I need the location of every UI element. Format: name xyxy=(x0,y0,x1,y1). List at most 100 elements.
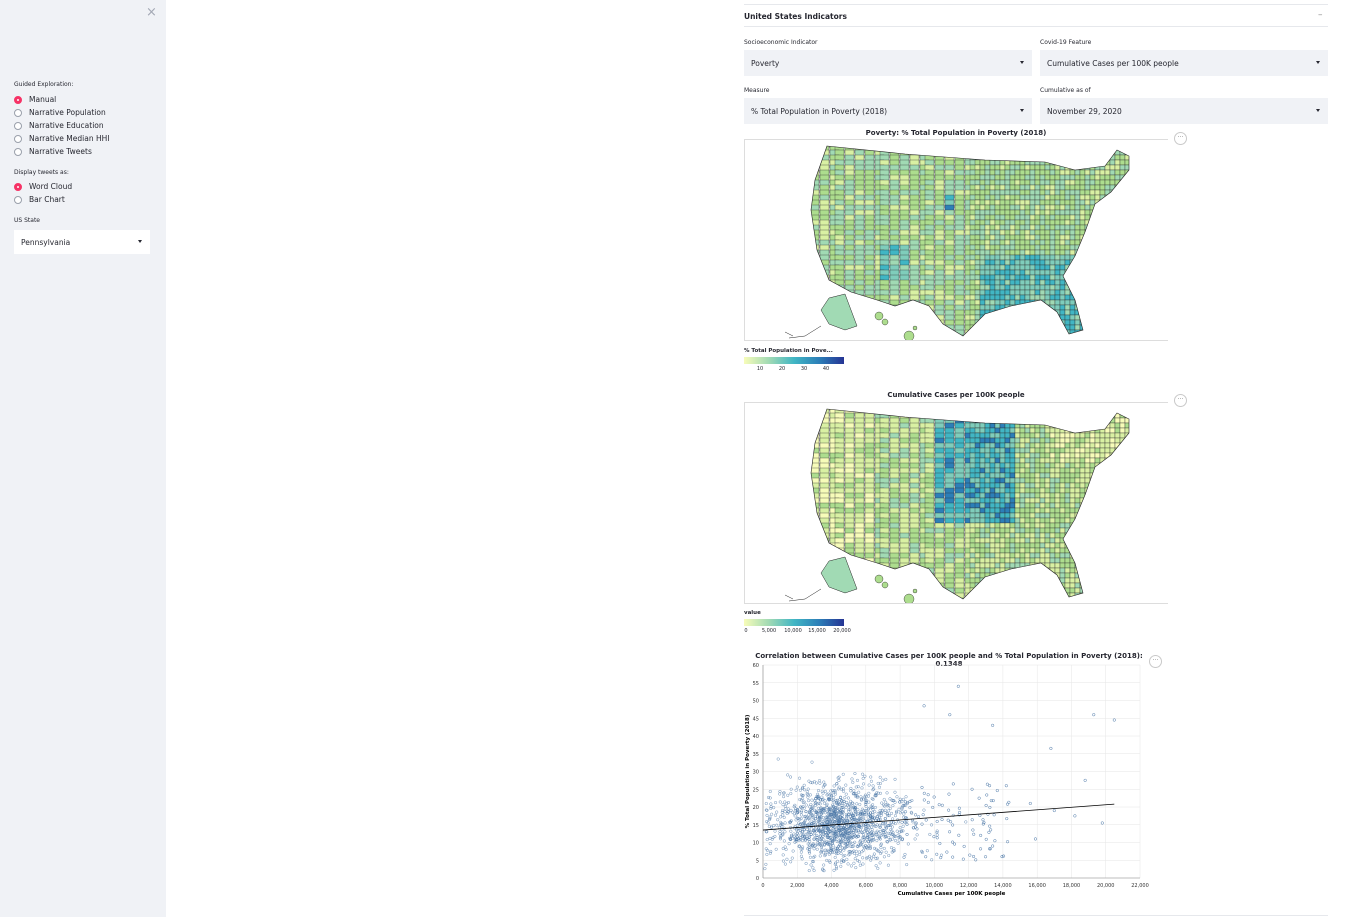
county xyxy=(811,279,820,289)
county xyxy=(899,304,910,314)
county xyxy=(989,412,996,419)
county xyxy=(1119,314,1126,321)
county xyxy=(1029,592,1036,599)
tweet-radio-1[interactable]: Bar Chart xyxy=(14,195,65,204)
chart-actions-button[interactable]: ··· xyxy=(1174,394,1187,407)
measure-select[interactable]: % Total Population in Poverty (2018) xyxy=(744,98,1032,124)
us-state-select[interactable]: Pennsylvania xyxy=(14,230,150,254)
scatter-point xyxy=(846,796,850,800)
county xyxy=(834,597,845,599)
county xyxy=(1029,502,1036,509)
county xyxy=(999,512,1006,519)
county xyxy=(1034,149,1041,156)
expander-title[interactable]: United States Indicators xyxy=(744,12,847,21)
county xyxy=(1089,597,1096,599)
radio-circle-icon[interactable] xyxy=(14,195,22,204)
county xyxy=(1054,174,1061,181)
radio-circle-icon[interactable] xyxy=(14,182,22,191)
radio-circle-icon[interactable] xyxy=(14,134,22,143)
poverty-choropleth-map[interactable] xyxy=(745,140,1169,342)
county xyxy=(1039,294,1046,301)
us-state-value: Pennsylvania xyxy=(21,237,71,247)
cumulative-as-of-select[interactable]: November 29, 2020 xyxy=(1040,98,1328,124)
county xyxy=(1004,507,1011,514)
correlation-scatter-plot[interactable]: 0 2,000 4,000 6,000 8,000 10,000 12,000 14,000 1… xyxy=(740,660,1150,900)
county xyxy=(1094,214,1101,221)
cases-choropleth-map[interactable] xyxy=(745,403,1169,605)
county xyxy=(1089,146,1096,151)
county xyxy=(979,334,986,336)
county xyxy=(1049,194,1056,201)
guided-radio-0[interactable]: Manual xyxy=(14,95,56,104)
radio-circle-icon[interactable] xyxy=(14,147,22,156)
collapse-icon[interactable]: – xyxy=(1318,10,1323,20)
scatter-point xyxy=(801,801,805,805)
chart-actions-button[interactable]: ··· xyxy=(1174,132,1187,145)
radio-circle-icon[interactable] xyxy=(14,95,22,104)
county xyxy=(1039,547,1046,554)
county xyxy=(919,567,930,577)
county xyxy=(1130,533,1135,538)
hawaii-island-shape xyxy=(874,574,884,584)
county xyxy=(999,427,1006,434)
scatter-point xyxy=(789,808,793,812)
county xyxy=(1104,542,1111,549)
covid-feature-select[interactable]: Cumulative Cases per 100K people xyxy=(1040,50,1328,76)
county xyxy=(1024,437,1031,444)
county xyxy=(994,417,1001,424)
radio-circle-icon[interactable] xyxy=(14,108,22,117)
county xyxy=(1029,179,1036,186)
county xyxy=(1124,234,1129,241)
county xyxy=(1124,572,1129,579)
county xyxy=(989,467,996,474)
county xyxy=(919,409,930,417)
county xyxy=(1044,324,1051,331)
county xyxy=(1130,573,1135,578)
county xyxy=(974,472,981,479)
county xyxy=(1034,492,1041,499)
chart-actions-button[interactable]: ··· xyxy=(1149,655,1162,668)
county xyxy=(1029,542,1036,549)
county xyxy=(1029,547,1036,554)
guided-radio-3[interactable]: Narrative Median HHI xyxy=(14,134,109,143)
county xyxy=(1014,437,1021,444)
scatter-point xyxy=(807,849,811,854)
county xyxy=(1064,204,1071,211)
county xyxy=(1034,289,1041,296)
county xyxy=(979,427,986,434)
tweet-radio-0[interactable]: Word Cloud xyxy=(14,182,72,191)
county xyxy=(1124,269,1129,276)
county xyxy=(974,492,981,499)
county xyxy=(879,324,890,334)
county xyxy=(984,334,991,336)
close-sidebar-icon[interactable]: × xyxy=(146,5,157,20)
guided-radio-2[interactable]: Narrative Education xyxy=(14,121,104,130)
guided-radio-4[interactable]: Narrative Tweets xyxy=(14,147,92,156)
county xyxy=(1099,219,1106,226)
county xyxy=(1094,194,1101,201)
county xyxy=(1109,427,1116,434)
county xyxy=(1099,512,1106,519)
county xyxy=(811,409,820,412)
radio-circle-icon[interactable] xyxy=(14,121,22,130)
county xyxy=(1109,507,1116,514)
socioeconomic-indicator-select[interactable]: Poverty xyxy=(744,50,1032,76)
scatter-point xyxy=(781,832,785,836)
county xyxy=(1094,417,1101,424)
county xyxy=(1114,189,1121,196)
county xyxy=(1029,304,1036,311)
county xyxy=(1114,487,1121,494)
county xyxy=(1039,314,1046,321)
county xyxy=(1044,467,1051,474)
county xyxy=(1064,254,1071,261)
county xyxy=(1029,422,1036,429)
scatter-point xyxy=(836,787,840,791)
guided-radio-1[interactable]: Narrative Population xyxy=(14,108,106,117)
scatter-point xyxy=(861,836,865,840)
county xyxy=(811,309,820,319)
county xyxy=(1059,442,1066,449)
county xyxy=(1014,234,1021,241)
county xyxy=(1024,432,1031,439)
county xyxy=(1130,185,1135,190)
county xyxy=(874,567,885,577)
